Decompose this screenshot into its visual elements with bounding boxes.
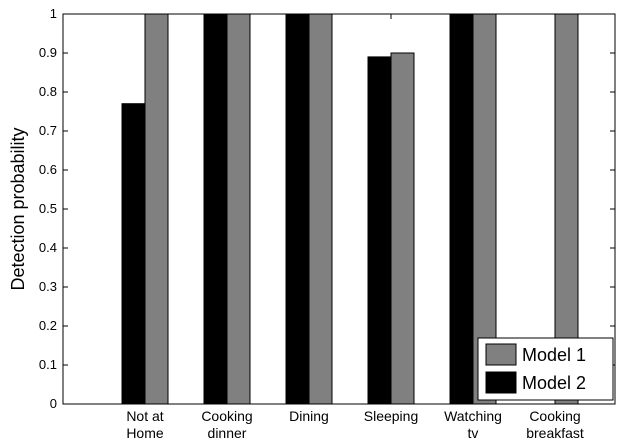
legend: Model 1 Model 2 (477, 337, 614, 401)
y-tick-label: 0.4 (39, 240, 57, 255)
x-category-label: Dining (289, 408, 329, 424)
legend-label: Model 2 (522, 373, 586, 393)
legend-label: Model 1 (522, 345, 586, 365)
x-category-label: tv (468, 425, 479, 441)
y-tick-label: 0.7 (39, 123, 57, 138)
x-category-label: breakfast (526, 425, 584, 441)
bar-model-2-3 (367, 56, 392, 405)
bar-model-1-2 (308, 13, 333, 405)
x-category-label: Cooking (201, 408, 252, 424)
bar-model-2-1 (203, 13, 228, 405)
bar-model-2-2 (285, 13, 310, 405)
y-tick-label: 0.2 (39, 318, 57, 333)
bar-model-2-4 (449, 13, 474, 405)
bar-model-1-3 (390, 52, 415, 405)
x-category-label: Home (126, 425, 164, 441)
y-tick-label: 0.5 (39, 201, 57, 216)
y-tick-label: 1 (50, 6, 57, 21)
y-axis: 0 0.1 0.2 0.3 0.4 0.5 0.6 0.7 0.8 0.9 1 (39, 6, 615, 411)
x-category-label: Cooking (529, 408, 580, 424)
y-tick-label: 0.8 (39, 84, 57, 99)
y-axis-title: Detection probability (8, 127, 28, 290)
x-category-label: dinner (208, 425, 247, 441)
y-tick-label: 0.1 (39, 357, 57, 372)
bar-model-1-1 (226, 13, 251, 405)
bar-model-2-0 (121, 103, 146, 405)
y-tick-label: 0.3 (39, 279, 57, 294)
bars-layer (121, 13, 579, 405)
legend-swatch-model-1 (485, 343, 517, 366)
x-category-label: Not at (126, 408, 163, 424)
legend-swatch-model-2 (485, 371, 517, 394)
y-tick-label: 0.9 (39, 45, 57, 60)
x-category-label: Watching (444, 408, 502, 424)
y-tick-label: 0 (50, 396, 57, 411)
bar-model-1-0 (144, 13, 169, 405)
y-tick-label: 0.6 (39, 162, 57, 177)
x-category-label: Sleeping (364, 408, 419, 424)
